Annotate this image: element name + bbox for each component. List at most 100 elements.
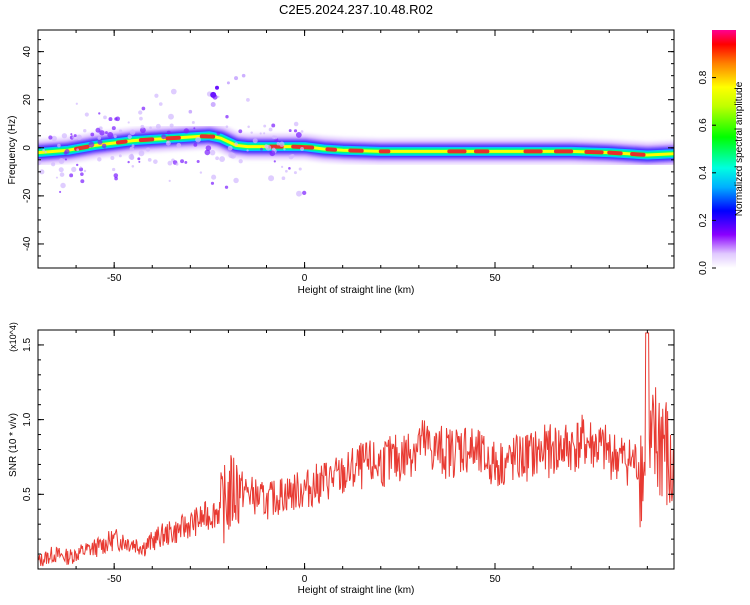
noise-blob — [242, 74, 246, 78]
noise-speckle — [193, 127, 195, 129]
noise-speckle — [109, 117, 113, 121]
noise-speckle — [48, 135, 52, 139]
ridge-peak — [609, 153, 620, 154]
noise-speckle — [153, 159, 158, 164]
noise-speckle — [170, 123, 174, 127]
noise-speckle — [105, 131, 108, 134]
noise-speckle — [288, 167, 291, 170]
noise-speckle — [80, 179, 84, 183]
noise-speckle — [166, 141, 171, 146]
heatmap-xtick-label: 0 — [302, 273, 308, 284]
noise-speckle — [205, 150, 211, 156]
noise-speckle — [85, 112, 89, 116]
noise-speckle — [193, 143, 197, 147]
noise-speckle — [88, 142, 94, 148]
noise-speckle — [139, 150, 145, 156]
noise-speckle — [197, 160, 200, 163]
noise-speckle — [279, 142, 284, 147]
colorbar-tick-label: 0.8 — [698, 70, 709, 84]
noise-speckle — [128, 121, 130, 123]
noise-speckle — [114, 117, 117, 120]
noise-speckle — [289, 129, 292, 132]
noise-speckle — [211, 175, 216, 180]
noise-speckle — [253, 138, 258, 143]
noise-speckle — [228, 152, 234, 158]
noise-speckle — [57, 144, 61, 148]
snr-plot-area — [38, 333, 674, 566]
noise-speckle — [51, 162, 55, 166]
noise-speckle — [114, 135, 117, 138]
noise-speckle — [168, 114, 174, 120]
colorbar-label: Normalized spectral amplitude — [734, 81, 745, 216]
noise-speckle — [263, 125, 266, 128]
noise-speckle — [296, 191, 302, 197]
noise-speckle — [289, 155, 294, 160]
noise-speckle — [149, 126, 152, 129]
snr-ylabel: SNR (10 * v/v) — [8, 413, 19, 477]
noise-speckle — [274, 160, 276, 162]
noise-speckle — [69, 173, 73, 177]
noise-speckle — [65, 158, 67, 160]
noise-speckle — [119, 129, 122, 132]
figure-title: C2E5.2024.237.10.48.R02 — [279, 2, 433, 17]
noise-speckle — [302, 191, 306, 195]
heatmap-xlabel: Height of straight line (km) — [298, 285, 415, 296]
snr-ytick-label: 0.5 — [22, 487, 33, 501]
noise-speckle — [42, 149, 45, 152]
noise-speckle — [226, 125, 229, 128]
snr-xtick-label: 0 — [302, 574, 308, 585]
noise-speckle — [90, 133, 94, 137]
noise-speckle — [277, 142, 280, 145]
noise-blob — [210, 92, 216, 98]
snr-xtick-label: -50 — [107, 574, 122, 585]
noise-speckle — [217, 96, 219, 98]
noise-speckle — [260, 132, 262, 134]
noise-speckle — [159, 102, 163, 106]
noise-speckle — [140, 125, 144, 129]
ridge-peak — [141, 139, 152, 140]
noise-speckle — [246, 98, 250, 102]
noise-speckle — [263, 132, 265, 134]
ridge-peak — [118, 142, 126, 143]
heatmap-plot-area — [36, 74, 674, 197]
noise-speckle — [233, 178, 238, 183]
noise-speckle — [156, 124, 161, 129]
noise-speckle — [97, 157, 101, 161]
noise-speckle — [195, 137, 201, 143]
noise-speckle — [84, 170, 86, 172]
noise-speckle — [98, 112, 100, 114]
noise-speckle — [171, 89, 177, 95]
noise-speckle — [217, 132, 220, 135]
noise-speckle — [59, 158, 65, 164]
noise-speckle — [146, 148, 150, 152]
noise-speckle — [210, 150, 215, 155]
colorbar-gradient — [712, 30, 736, 268]
noise-speckle — [139, 117, 143, 121]
noise-blob — [211, 102, 216, 107]
noise-blob — [234, 76, 238, 80]
noise-speckle — [250, 131, 252, 133]
noise-speckle — [127, 161, 129, 163]
noise-speckle — [167, 131, 171, 135]
noise-speckle — [268, 175, 274, 181]
noise-speckle — [76, 148, 79, 151]
snr-xtick-label: 50 — [489, 574, 501, 585]
noise-speckle — [128, 135, 132, 139]
noise-speckle — [138, 110, 142, 114]
heatmap-xtick-label: 50 — [489, 273, 501, 284]
noise-speckle — [59, 191, 61, 193]
colorbar-tick-label: 0.2 — [698, 213, 709, 227]
noise-speckle — [192, 121, 195, 124]
colorbar-tick-label: 0.0 — [698, 261, 709, 275]
noise-speckle — [137, 157, 140, 160]
noise-speckle — [285, 170, 288, 173]
noise-speckle — [142, 107, 146, 111]
noise-speckle — [169, 180, 171, 182]
noise-speckle — [130, 147, 134, 151]
noise-speckle — [99, 130, 104, 135]
noise-speckle — [247, 126, 250, 129]
snr-series-line — [38, 333, 674, 566]
noise-speckle — [265, 145, 271, 151]
noise-speckle — [60, 172, 65, 177]
